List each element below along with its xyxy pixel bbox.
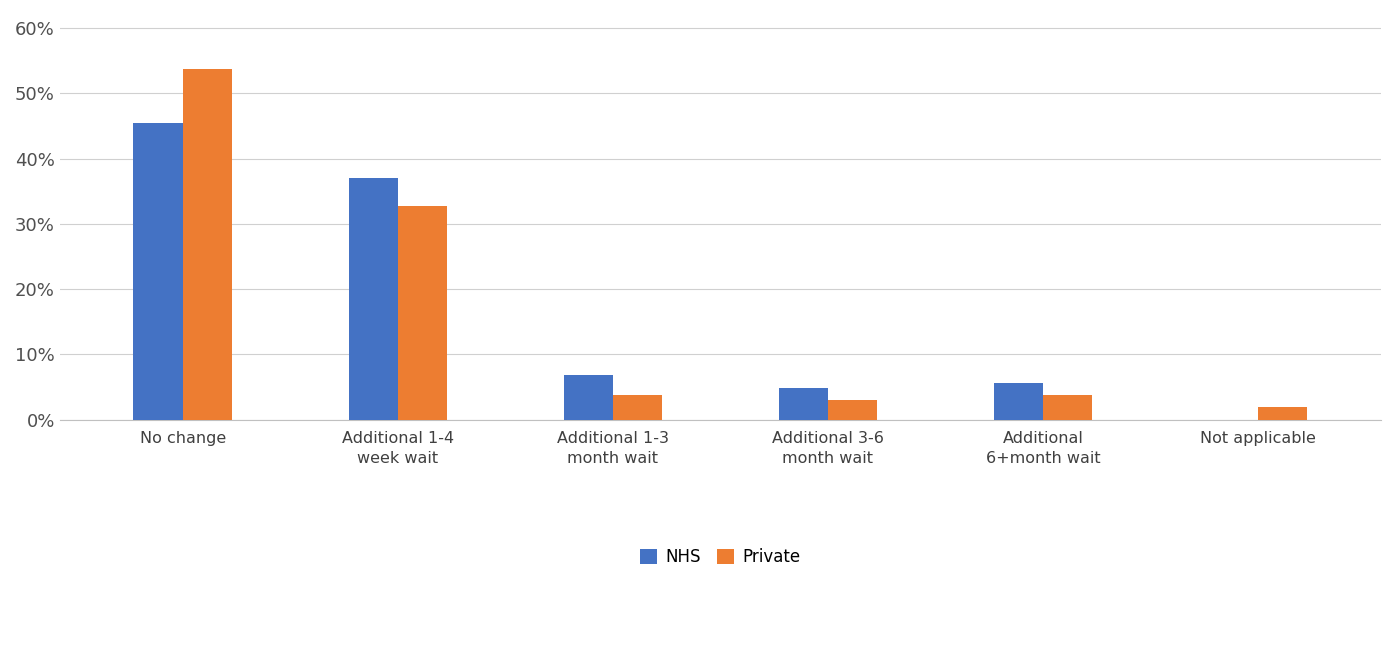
Bar	[183, 69, 232, 420]
Bar	[398, 205, 447, 420]
Bar	[349, 178, 398, 420]
Legend: NHS, Private: NHS, Private	[634, 541, 807, 573]
Bar	[779, 388, 828, 420]
Bar	[134, 123, 183, 420]
Bar	[1043, 395, 1092, 420]
Bar	[613, 395, 662, 420]
Bar	[994, 382, 1043, 420]
Bar	[564, 375, 613, 420]
Bar	[828, 400, 877, 420]
Bar	[1258, 407, 1307, 420]
